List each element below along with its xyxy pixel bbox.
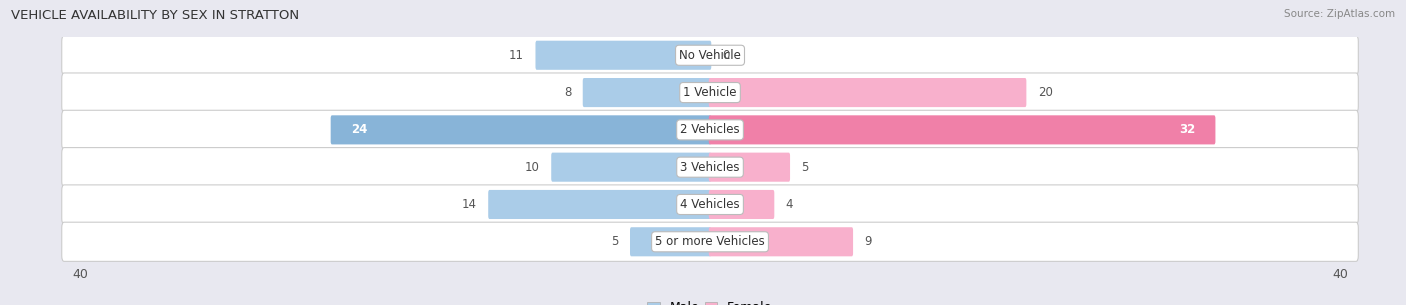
- Text: 5: 5: [801, 161, 808, 174]
- Text: 4 Vehicles: 4 Vehicles: [681, 198, 740, 211]
- FancyBboxPatch shape: [709, 78, 1026, 107]
- FancyBboxPatch shape: [62, 73, 1358, 112]
- Text: 2 Vehicles: 2 Vehicles: [681, 123, 740, 136]
- Text: 5: 5: [612, 235, 619, 248]
- FancyBboxPatch shape: [709, 190, 775, 219]
- FancyBboxPatch shape: [62, 148, 1358, 187]
- FancyBboxPatch shape: [582, 78, 711, 107]
- Text: 20: 20: [1038, 86, 1053, 99]
- Text: 0: 0: [723, 49, 730, 62]
- Text: VEHICLE AVAILABILITY BY SEX IN STRATTON: VEHICLE AVAILABILITY BY SEX IN STRATTON: [11, 9, 299, 22]
- FancyBboxPatch shape: [709, 152, 790, 182]
- Text: 32: 32: [1180, 123, 1195, 136]
- Text: 14: 14: [463, 198, 477, 211]
- FancyBboxPatch shape: [62, 222, 1358, 261]
- Text: Source: ZipAtlas.com: Source: ZipAtlas.com: [1284, 9, 1395, 19]
- Text: 1 Vehicle: 1 Vehicle: [683, 86, 737, 99]
- FancyBboxPatch shape: [536, 41, 711, 70]
- FancyBboxPatch shape: [630, 227, 711, 256]
- Text: 4: 4: [786, 198, 793, 211]
- Text: 5 or more Vehicles: 5 or more Vehicles: [655, 235, 765, 248]
- Text: 10: 10: [524, 161, 540, 174]
- FancyBboxPatch shape: [709, 115, 1215, 144]
- FancyBboxPatch shape: [62, 110, 1358, 149]
- FancyBboxPatch shape: [330, 115, 711, 144]
- FancyBboxPatch shape: [551, 152, 711, 182]
- Legend: Male, Female: Male, Female: [643, 296, 778, 305]
- Text: 8: 8: [564, 86, 571, 99]
- FancyBboxPatch shape: [488, 190, 711, 219]
- Text: No Vehicle: No Vehicle: [679, 49, 741, 62]
- Text: 24: 24: [352, 123, 367, 136]
- Text: 3 Vehicles: 3 Vehicles: [681, 161, 740, 174]
- FancyBboxPatch shape: [709, 227, 853, 256]
- Text: 11: 11: [509, 49, 524, 62]
- Text: 9: 9: [865, 235, 872, 248]
- FancyBboxPatch shape: [62, 36, 1358, 75]
- FancyBboxPatch shape: [62, 185, 1358, 224]
